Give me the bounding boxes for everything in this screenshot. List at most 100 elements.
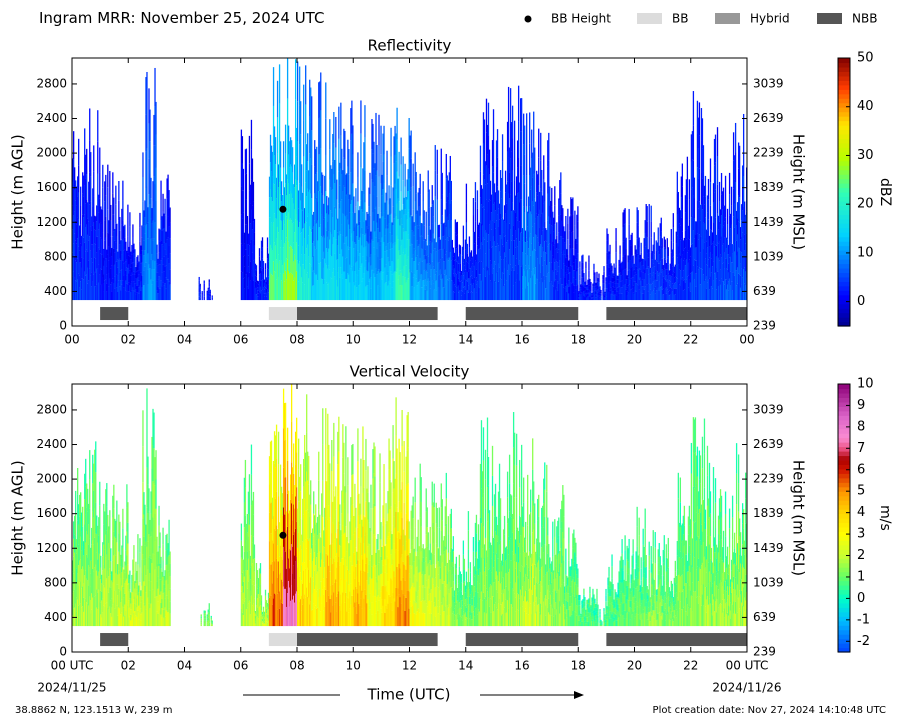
echo-cell — [152, 481, 154, 518]
echo-cell — [501, 134, 504, 162]
echo-cell — [360, 233, 362, 267]
echo-cell — [99, 172, 101, 199]
echo-cell — [337, 232, 339, 246]
echo-cell — [400, 218, 402, 246]
echo-cell — [352, 241, 354, 271]
echo-cell — [253, 612, 256, 627]
echo-cell — [299, 601, 301, 627]
echo-cell — [128, 600, 130, 609]
echo-cell — [301, 610, 303, 627]
echo-cell — [534, 249, 536, 275]
echo-cell — [394, 242, 396, 272]
echo-cell — [158, 525, 160, 546]
echo-cell — [259, 584, 262, 595]
echo-cell — [450, 240, 452, 261]
echo-cell — [305, 452, 307, 482]
echo-cell — [606, 276, 608, 289]
echo-cell — [119, 539, 121, 557]
echo-cell — [644, 273, 646, 287]
echo-cell — [283, 243, 286, 263]
echo-cell — [97, 592, 99, 610]
echo-cell — [588, 285, 590, 293]
echo-cell — [429, 229, 431, 242]
echo-cell — [708, 246, 711, 258]
echo-cell — [250, 505, 253, 536]
echo-cell — [162, 193, 164, 212]
echo-cell — [326, 196, 328, 214]
echo-cell — [524, 212, 526, 242]
echo-cell — [677, 282, 679, 301]
echo-cell — [416, 270, 418, 286]
echo-cell — [730, 281, 733, 301]
echo-cell — [312, 593, 314, 610]
echo-cell — [727, 290, 730, 301]
echo-cell — [339, 162, 341, 186]
echo-cell — [88, 181, 90, 202]
echo-cell — [567, 239, 569, 255]
echo-cell — [276, 561, 279, 578]
echo-cell — [724, 237, 727, 259]
echo-cell — [141, 237, 143, 251]
echo-cell — [434, 274, 436, 301]
echo-cell — [677, 210, 679, 229]
echo-cell — [414, 176, 416, 202]
echo-cell — [514, 247, 517, 266]
echo-cell — [144, 605, 146, 627]
echo-cell — [610, 269, 612, 276]
echo-cell — [682, 290, 685, 301]
echo-cell — [130, 267, 132, 276]
echo-cell — [744, 229, 747, 244]
echo-cell — [624, 238, 626, 255]
echo-cell — [683, 279, 686, 290]
echo-cell — [366, 255, 368, 271]
echo-cell — [157, 563, 159, 577]
echo-cell — [698, 201, 701, 235]
echo-cell — [243, 243, 246, 256]
echo-cell — [609, 263, 611, 273]
echo-cell — [675, 243, 677, 255]
echo-cell — [728, 236, 731, 258]
echo-cell — [549, 262, 551, 282]
echo-cell — [273, 593, 276, 627]
echo-cell — [615, 288, 617, 301]
echo-cell — [252, 260, 255, 281]
echo-cell — [645, 204, 647, 221]
echo-cell — [726, 284, 729, 301]
echo-cell — [577, 237, 579, 254]
echo-cell — [681, 209, 684, 232]
echo-cell — [635, 249, 637, 258]
echo-cell — [247, 536, 250, 559]
echo-cell — [265, 277, 268, 282]
echo-cell — [388, 261, 390, 281]
echo-cell — [74, 189, 76, 212]
echo-cell — [736, 283, 739, 301]
echo-cell — [285, 606, 288, 627]
echo-cell — [75, 280, 77, 301]
echo-cell — [264, 613, 267, 621]
echo-cell — [122, 260, 124, 281]
echo-cell — [106, 249, 108, 259]
colorbar-cell — [838, 71, 850, 77]
echo-cell — [310, 87, 312, 123]
echo-cell — [686, 228, 689, 253]
echo-cell — [293, 555, 296, 580]
echo-cell — [82, 506, 84, 527]
echo-cell — [569, 258, 571, 273]
echo-cell — [329, 490, 331, 518]
echo-cell — [666, 248, 668, 259]
echo-cell — [731, 244, 734, 254]
echo-cell — [105, 216, 107, 238]
echo-cell — [642, 279, 644, 287]
echo-cell — [570, 214, 572, 232]
colorbar-cell — [838, 192, 850, 198]
echo-cell — [431, 280, 433, 301]
echo-cell — [315, 199, 317, 225]
echo-cell — [263, 286, 266, 290]
echo-cell — [701, 118, 704, 149]
echo-cell — [705, 288, 708, 301]
echo-cell — [690, 189, 693, 218]
echo-cell — [369, 236, 371, 258]
echo-cell — [614, 283, 616, 290]
echo-cell — [164, 266, 166, 284]
echo-cell — [101, 617, 103, 627]
